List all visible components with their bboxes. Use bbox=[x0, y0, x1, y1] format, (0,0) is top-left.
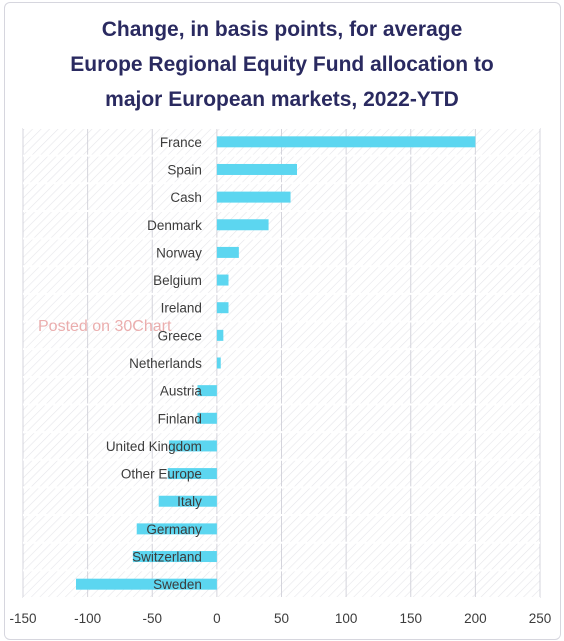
bar bbox=[216, 274, 229, 286]
bar bbox=[216, 302, 229, 314]
category-label: Norway bbox=[156, 245, 202, 260]
chart-title: Change, in basis points, for average Eur… bbox=[0, 12, 564, 117]
chart-title-line: Change, in basis points, for average bbox=[101, 18, 463, 41]
bar bbox=[216, 136, 476, 148]
category-label: Denmark bbox=[147, 218, 202, 233]
bar bbox=[197, 385, 217, 397]
category-label: United Kingdom bbox=[106, 439, 202, 454]
bar bbox=[167, 468, 217, 480]
category-label: France bbox=[160, 135, 202, 150]
category-label: Cash bbox=[170, 190, 202, 205]
bar bbox=[216, 219, 269, 231]
bar bbox=[216, 329, 224, 341]
chart-title-line: major European markets, 2022-YTD bbox=[105, 88, 459, 111]
watermark-text: Posted on 30Chart bbox=[38, 318, 172, 335]
bar bbox=[197, 412, 217, 424]
bar bbox=[216, 246, 239, 258]
x-tick-label: -150 bbox=[9, 611, 36, 626]
x-tick-label: 200 bbox=[464, 611, 487, 626]
x-tick-label: 150 bbox=[399, 611, 422, 626]
x-tick-label: 0 bbox=[213, 611, 221, 626]
bar bbox=[216, 163, 298, 175]
category-label: Switzerland bbox=[132, 550, 202, 565]
bar bbox=[132, 551, 217, 563]
category-label: Austria bbox=[160, 384, 203, 399]
x-tick-label: 100 bbox=[335, 611, 358, 626]
x-tick-label: -50 bbox=[142, 611, 162, 626]
x-tick-label: 250 bbox=[529, 611, 552, 626]
bar bbox=[136, 523, 217, 535]
bar bbox=[216, 191, 291, 203]
category-label: Sweden bbox=[153, 577, 202, 592]
category-label: Belgium bbox=[153, 273, 202, 288]
category-label: Other Europe bbox=[121, 467, 202, 482]
category-label: Germany bbox=[146, 522, 202, 537]
bar bbox=[216, 357, 221, 369]
x-tick-label: 50 bbox=[274, 611, 289, 626]
bar bbox=[75, 578, 217, 590]
category-label: Italy bbox=[177, 494, 202, 509]
x-tick-label: -100 bbox=[74, 611, 101, 626]
category-label: Finland bbox=[158, 411, 202, 426]
bar bbox=[169, 440, 217, 452]
chart-title-line: Europe Regional Equity Fund allocation t… bbox=[70, 53, 494, 76]
bar bbox=[158, 495, 217, 507]
category-label: Spain bbox=[167, 162, 202, 177]
category-label: Greece bbox=[158, 328, 202, 343]
category-label: Ireland bbox=[161, 301, 202, 316]
category-label: Netherlands bbox=[129, 356, 202, 371]
